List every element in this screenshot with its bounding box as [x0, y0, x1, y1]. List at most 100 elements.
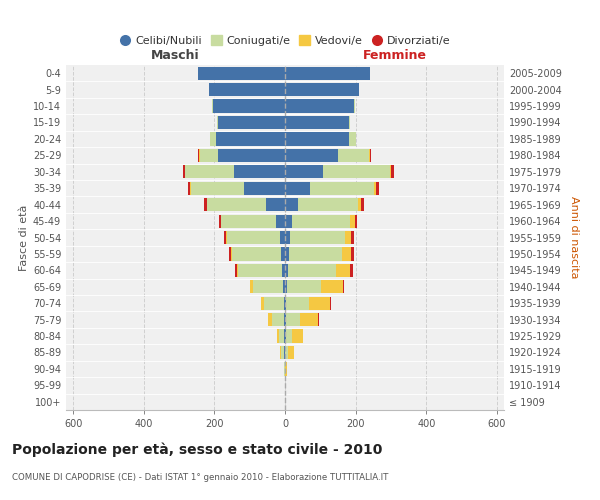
Bar: [221, 214, 276, 228]
Bar: [236, 264, 238, 277]
Bar: [286, 313, 300, 326]
Bar: [266, 198, 285, 211]
Bar: [209, 83, 285, 96]
Bar: [335, 264, 350, 277]
Bar: [284, 330, 285, 342]
Bar: [207, 198, 266, 211]
Bar: [229, 248, 231, 260]
Bar: [244, 182, 285, 195]
Y-axis label: Fasce di età: Fasce di età: [19, 204, 29, 270]
Bar: [323, 165, 390, 178]
Text: COMUNE DI CAPODRISE (CE) - Dati ISTAT 1° gennaio 2010 - Elaborazione TUTTITALIA.: COMUNE DI CAPODRISE (CE) - Dati ISTAT 1°…: [12, 472, 388, 482]
Bar: [292, 214, 350, 228]
Bar: [285, 132, 349, 145]
Bar: [376, 182, 379, 195]
Bar: [298, 198, 358, 211]
Bar: [183, 165, 185, 178]
Bar: [250, 280, 253, 293]
Bar: [234, 165, 285, 178]
Bar: [390, 165, 391, 178]
Bar: [283, 280, 285, 293]
Bar: [292, 330, 304, 342]
Bar: [286, 296, 310, 310]
Bar: [282, 264, 285, 277]
Bar: [370, 149, 371, 162]
Bar: [287, 280, 320, 293]
Bar: [285, 198, 298, 211]
Bar: [217, 116, 218, 129]
Bar: [350, 214, 355, 228]
Bar: [285, 313, 286, 326]
Bar: [281, 248, 285, 260]
Bar: [190, 182, 191, 195]
Bar: [264, 296, 284, 310]
Bar: [280, 346, 281, 359]
Bar: [280, 231, 285, 244]
Bar: [338, 149, 369, 162]
Bar: [352, 231, 354, 244]
Bar: [218, 214, 221, 228]
Bar: [232, 248, 281, 260]
Bar: [285, 83, 359, 96]
Bar: [286, 346, 288, 359]
Bar: [285, 66, 370, 80]
Bar: [350, 264, 353, 277]
Bar: [358, 198, 361, 211]
Bar: [285, 116, 349, 129]
Bar: [285, 182, 310, 195]
Bar: [300, 313, 318, 326]
Bar: [205, 198, 207, 211]
Bar: [310, 296, 330, 310]
Bar: [352, 248, 354, 260]
Bar: [284, 362, 285, 376]
Bar: [288, 264, 335, 277]
Bar: [268, 313, 272, 326]
Bar: [355, 214, 357, 228]
Bar: [212, 100, 285, 112]
Bar: [224, 231, 226, 244]
Bar: [191, 182, 244, 195]
Bar: [285, 264, 288, 277]
Bar: [284, 296, 285, 310]
Bar: [286, 330, 292, 342]
Bar: [285, 165, 323, 178]
Bar: [226, 231, 227, 244]
Bar: [290, 231, 345, 244]
Bar: [279, 330, 284, 342]
Bar: [285, 296, 286, 310]
Bar: [285, 248, 289, 260]
Bar: [320, 280, 343, 293]
Bar: [349, 116, 350, 129]
Bar: [218, 149, 285, 162]
Bar: [231, 248, 232, 260]
Text: Popolazione per età, sesso e stato civile - 2010: Popolazione per età, sesso e stato civil…: [12, 442, 382, 457]
Bar: [391, 165, 394, 178]
Bar: [286, 362, 287, 376]
Bar: [285, 149, 338, 162]
Bar: [369, 149, 370, 162]
Bar: [330, 296, 331, 310]
Bar: [185, 165, 234, 178]
Bar: [199, 66, 285, 80]
Bar: [289, 248, 341, 260]
Bar: [349, 132, 356, 145]
Bar: [253, 280, 283, 293]
Y-axis label: Anni di nascita: Anni di nascita: [569, 196, 578, 279]
Bar: [284, 346, 285, 359]
Bar: [374, 182, 376, 195]
Bar: [272, 313, 284, 326]
Bar: [227, 231, 280, 244]
Bar: [345, 231, 352, 244]
Bar: [285, 214, 292, 228]
Bar: [277, 330, 279, 342]
Bar: [343, 280, 344, 293]
Bar: [235, 264, 236, 277]
Bar: [288, 346, 294, 359]
Bar: [341, 248, 352, 260]
Bar: [361, 198, 364, 211]
Bar: [261, 296, 264, 310]
Bar: [216, 132, 285, 145]
Bar: [284, 313, 285, 326]
Bar: [285, 231, 290, 244]
Legend: Celibi/Nubili, Coniugati/e, Vedovi/e, Divorziati/e: Celibi/Nubili, Coniugati/e, Vedovi/e, Di…: [115, 31, 455, 50]
